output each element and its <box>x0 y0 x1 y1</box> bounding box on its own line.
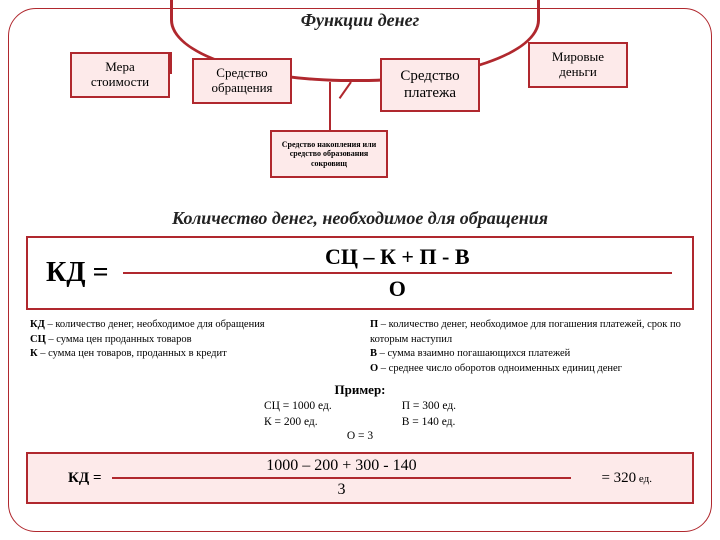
example-val: К = 200 ед. <box>264 414 332 430</box>
legend-row: К – сумма цен товаров, проданных в креди… <box>30 347 350 362</box>
result-box: КД = 1000 – 200 + 300 - 140 3 = 320 ед. <box>26 452 694 504</box>
legend-row: КД – количество денег, необходимое для о… <box>30 318 350 333</box>
legend-row: П – количество денег, необходимое для по… <box>370 318 690 347</box>
result-fraction: 1000 – 200 + 300 - 140 3 <box>112 457 592 499</box>
result-lhs: КД = <box>28 470 112 487</box>
conn-3b <box>339 81 352 99</box>
example-col-left: СЦ = 1000 ед. К = 200 ед. <box>264 398 332 430</box>
legend-row: О – среднее число оборотов одноименных е… <box>370 362 690 377</box>
conn-3 <box>329 82 331 130</box>
conn-1 <box>170 52 172 74</box>
legend-right: П – количество денег, необходимое для по… <box>370 318 690 377</box>
example-val: П = 300 ед. <box>402 398 456 414</box>
example-label: Пример: <box>0 382 720 398</box>
function-box-2: Средство обращения <box>192 58 292 104</box>
legend-row: СЦ – сумма цен проданных товаров <box>30 333 350 348</box>
legend-row: В – сумма взаимно погашающихся платежей <box>370 347 690 362</box>
result-rhs: = 320 ед. <box>591 470 692 487</box>
formula-fraction: СЦ – К + П - В О <box>123 244 692 302</box>
legend: КД – количество денег, необходимое для о… <box>30 318 690 377</box>
example-values: СЦ = 1000 ед. К = 200 ед. П = 300 ед. В … <box>0 398 720 430</box>
formula-numerator: СЦ – К + П - В <box>325 244 470 272</box>
result-numerator: 1000 – 200 + 300 - 140 <box>266 457 416 477</box>
function-box-4: Мировые деньги <box>528 42 628 88</box>
example-val: СЦ = 1000 ед. <box>264 398 332 414</box>
functions-diagram: Мера стоимости Средство обращения Средст… <box>30 20 690 200</box>
subtitle: Количество денег, необходимое для обраще… <box>0 208 720 229</box>
formula-lhs: КД = <box>28 257 123 289</box>
formula-box: КД = СЦ – К + П - В О <box>26 236 694 310</box>
example-o: О = 3 <box>0 430 720 442</box>
function-box-5: Средство накопления или средство образов… <box>270 130 388 178</box>
legend-left: КД – количество денег, необходимое для о… <box>30 318 350 377</box>
example-col-right: П = 300 ед. В = 140 ед. <box>402 398 456 430</box>
function-box-3: Средство платежа <box>380 58 480 112</box>
result-denominator: 3 <box>337 479 345 499</box>
formula-denominator: О <box>389 274 406 302</box>
function-box-1: Мера стоимости <box>70 52 170 98</box>
example-val: В = 140 ед. <box>402 414 456 430</box>
